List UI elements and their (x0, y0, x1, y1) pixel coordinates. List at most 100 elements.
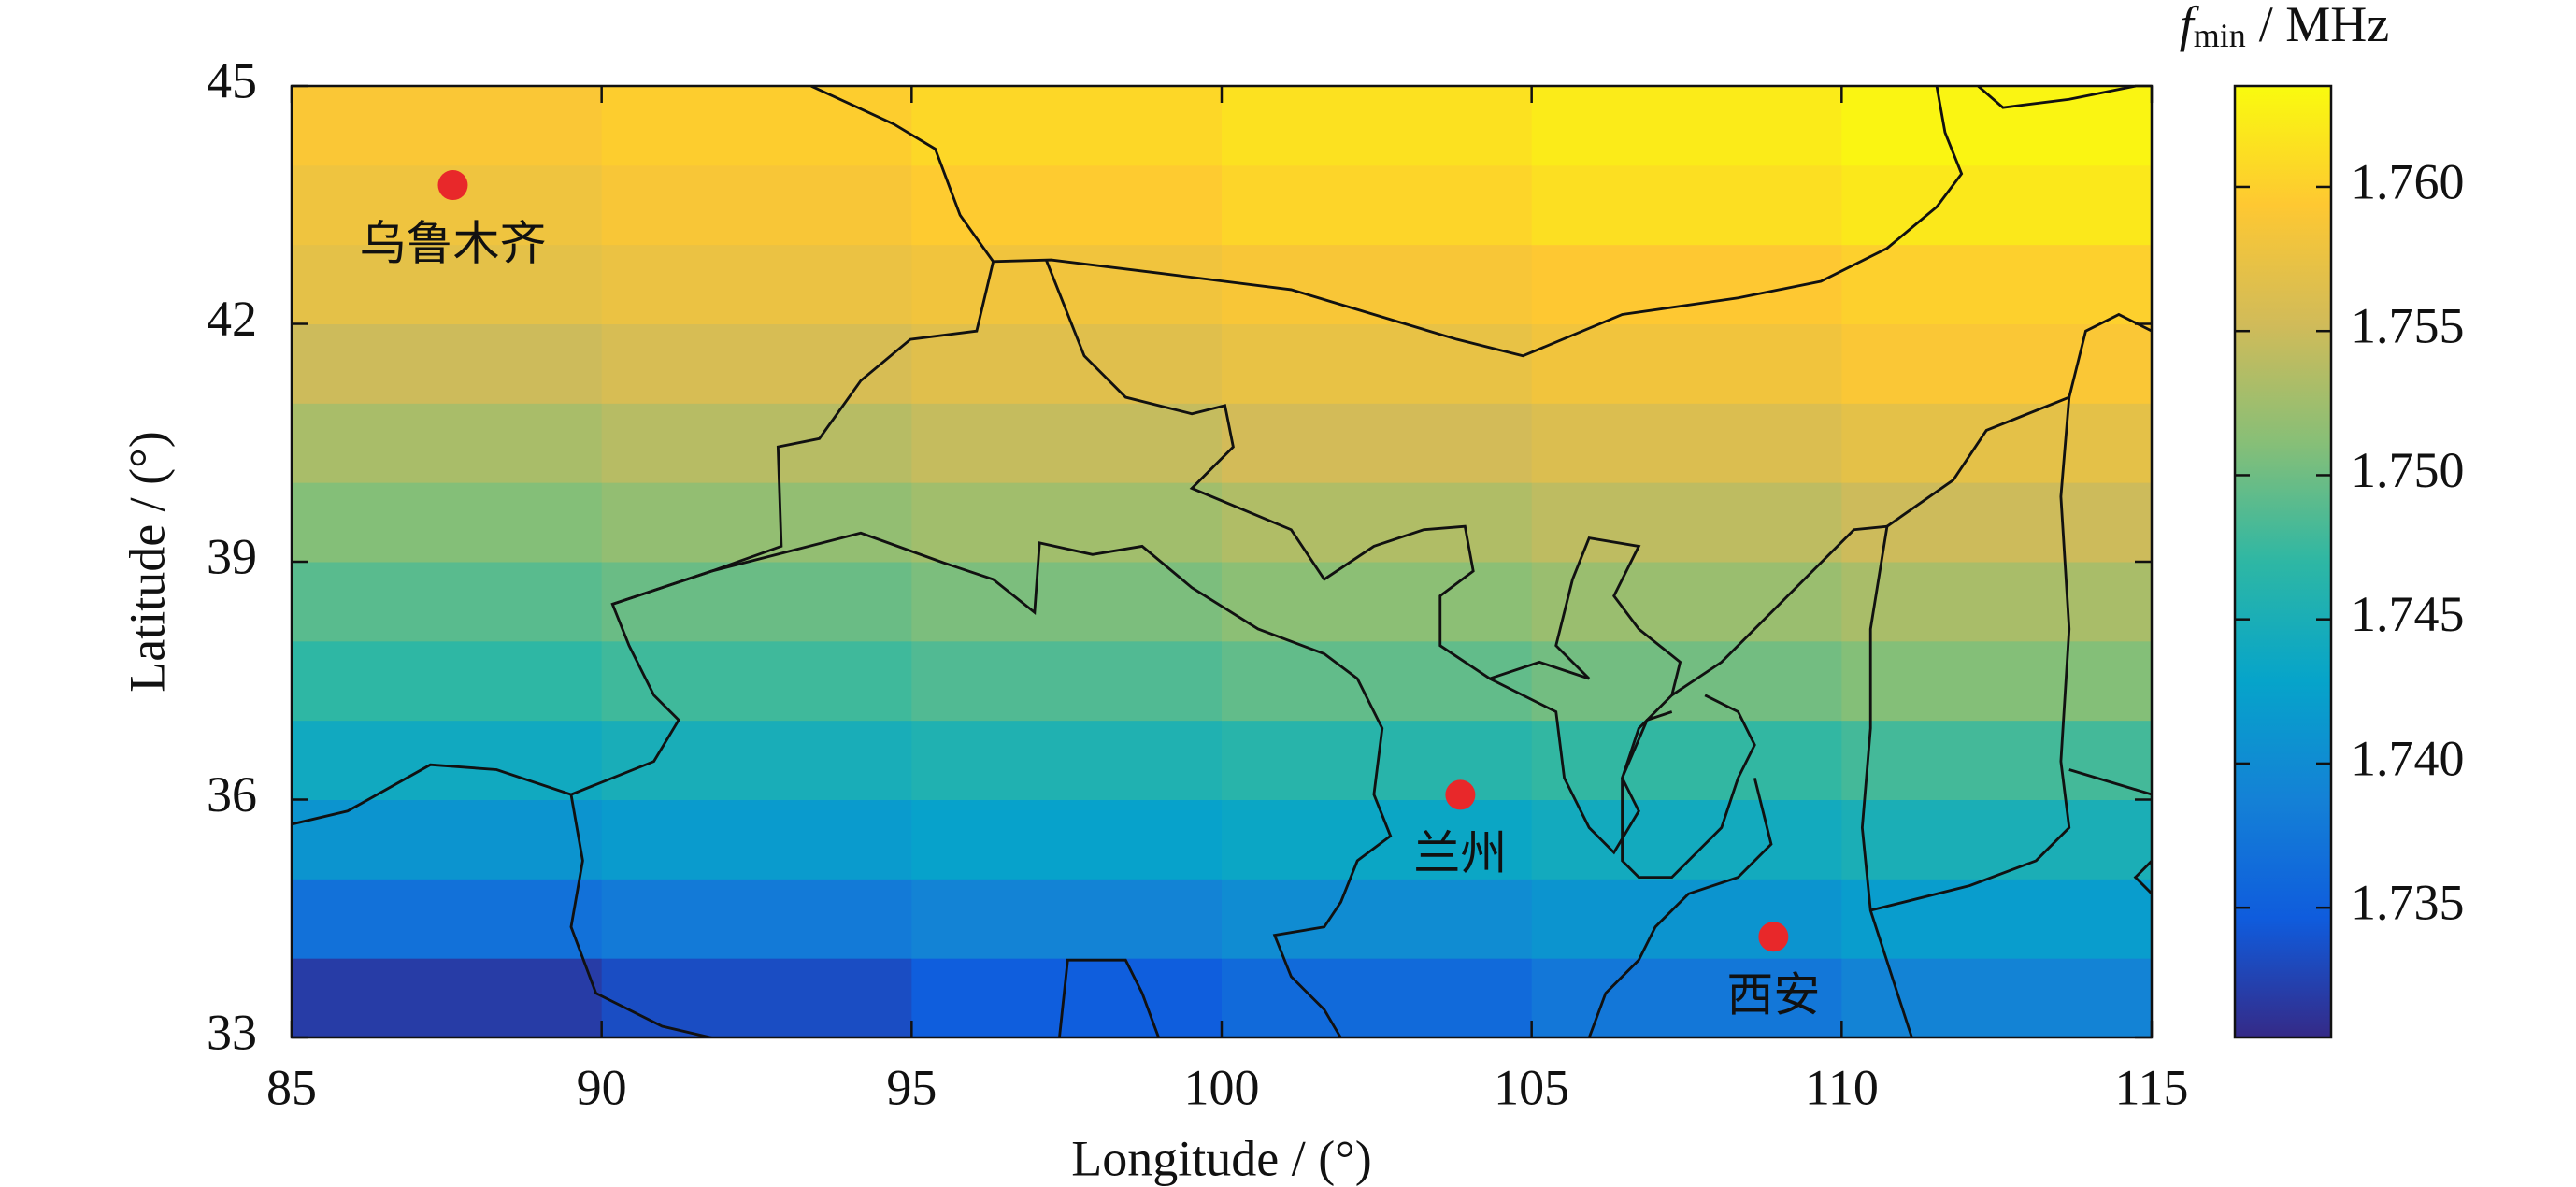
colorbar-tick-label: 1.745 (2351, 586, 2465, 642)
heat-cell (1841, 86, 2153, 166)
colorbar-tick-label: 1.755 (2351, 298, 2465, 354)
heat-cell (292, 86, 603, 166)
x-tick-label: 95 (886, 1059, 937, 1115)
colorbar-tick-label: 1.735 (2351, 875, 2465, 931)
border (611, 531, 1393, 1038)
colorbar-tick-label: 1.760 (2351, 153, 2465, 209)
y-tick-label: 39 (207, 528, 257, 584)
heat-cell (292, 640, 603, 722)
border (1977, 86, 2136, 109)
heatmap (292, 86, 2153, 1038)
heat-cell (601, 799, 912, 880)
border (810, 86, 1964, 358)
heat-cell (1841, 403, 2153, 483)
heat-cell (911, 86, 1223, 166)
x-axis-label: Longitude / (°) (1071, 1130, 1372, 1186)
x-tick-label: 100 (1184, 1059, 1260, 1115)
heat-cell (1222, 640, 1533, 722)
border (1869, 396, 2071, 912)
border (1587, 778, 1773, 1038)
y-tick-label: 33 (207, 1004, 257, 1060)
heat-cell (292, 879, 603, 959)
city: 乌鲁木齐 (359, 218, 546, 270)
heat-cell (601, 323, 912, 404)
y-axis-label: Latitude / (°) (119, 431, 175, 693)
heat-cell (1841, 482, 2153, 563)
x-tick-label: 115 (2115, 1059, 2189, 1115)
y-tick-label: 36 (207, 766, 257, 822)
heat-cell (601, 244, 912, 324)
heat-cell (1222, 164, 1533, 246)
border (569, 794, 712, 1038)
heat-cell (1841, 720, 2153, 800)
x-tick-label: 110 (1805, 1059, 1879, 1115)
heat-cell (1222, 958, 1533, 1038)
heat-cell (601, 482, 912, 563)
heat-cell (1222, 799, 1533, 880)
heat-cell (601, 640, 912, 722)
heat-cell (1841, 562, 2153, 642)
border (1044, 259, 1590, 680)
heat-cell (911, 164, 1223, 246)
heat-cell (1531, 640, 1842, 722)
heat-cell (601, 958, 912, 1038)
city: 兰州 (1413, 827, 1507, 880)
heat-cell (601, 86, 912, 166)
heat-cell (601, 720, 912, 800)
y-tick-label: 45 (207, 52, 257, 108)
colorbar (2233, 84, 2333, 1039)
heat-cell (911, 403, 1223, 483)
heat-cell (601, 164, 912, 246)
heat-cell (1841, 164, 2153, 246)
heat-cell (1841, 879, 2153, 959)
heat-cell (911, 562, 1223, 642)
x-tick-label: 85 (266, 1059, 317, 1115)
city-marker (1445, 779, 1476, 810)
heat-cell (1222, 323, 1533, 404)
border (1621, 694, 1756, 880)
heat-cell (1531, 244, 1842, 324)
city-marker (437, 170, 468, 201)
heat-cell (911, 799, 1223, 880)
colorbar-subscript: min (2194, 17, 2246, 54)
heat-cell (1531, 323, 1842, 404)
border (291, 261, 995, 826)
heat-cell (1841, 244, 2153, 324)
city: 西安 (1726, 969, 1820, 1022)
heat-cell (1222, 562, 1533, 642)
heat-cell (1531, 482, 1842, 563)
heat-cell (292, 482, 603, 563)
heat-cell (911, 879, 1223, 959)
border (1058, 958, 1161, 1038)
heat-cell (1531, 164, 1842, 246)
colorbar-title: fmin / MHz (2180, 0, 2390, 54)
colorbar-unit: / MHz (2259, 0, 2389, 52)
heat-cell (601, 879, 912, 959)
heat-cell (1531, 879, 1842, 959)
heat-cell (1841, 323, 2153, 404)
heat-cell (911, 640, 1223, 722)
city-marker (1758, 922, 1789, 952)
x-tick-label: 105 (1494, 1059, 1569, 1115)
heat-cell (292, 799, 603, 880)
border (2068, 768, 2153, 796)
heat-cell (1222, 403, 1533, 483)
heat-cell (1531, 958, 1842, 1038)
heat-cell (1531, 799, 1842, 880)
heat-cell (292, 403, 603, 483)
x-tick-label: 90 (577, 1059, 627, 1115)
heat-cell (1222, 720, 1533, 800)
colorbar-tick-label: 1.740 (2351, 730, 2465, 786)
heat-cell (292, 562, 603, 642)
heat-cell (601, 403, 912, 483)
heat-cell (1531, 720, 1842, 800)
border (1670, 524, 1913, 1038)
province-borders (291, 86, 2153, 1038)
heat-cell (1841, 799, 2153, 880)
border (1886, 312, 2153, 528)
heat-cell (292, 958, 603, 1038)
heat-cell (911, 720, 1223, 800)
heat-cell (1222, 86, 1533, 166)
heat-cell (1841, 640, 2153, 722)
